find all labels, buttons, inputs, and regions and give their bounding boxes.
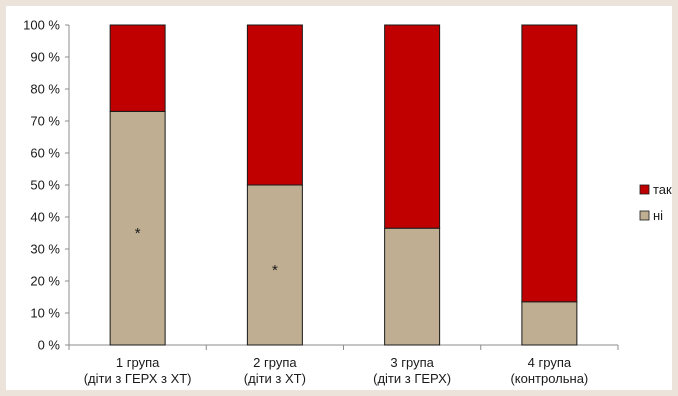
category-label: (діти з ХТ) (244, 371, 306, 386)
category-label: 2 група (253, 355, 297, 370)
y-tick-label: 30 % (30, 242, 60, 257)
y-tick-label: 90 % (30, 50, 60, 65)
category-label: 4 група (528, 355, 572, 370)
chart-frame: 0 % 10 % 20 % 30 % 40 % 50 % 60 % 70 % 80 % 90 % 1… (6, 6, 672, 390)
y-tick-label: 40 % (30, 210, 60, 225)
y-tick-label: 20 % (30, 274, 60, 289)
y-tick-label: 0 % (38, 338, 61, 353)
y-tick-label: 60 % (30, 146, 60, 161)
bar-tak-1 (109, 24, 166, 112)
bar-ni-1 (109, 110, 166, 346)
category-label: (діти з ГЕРХ) (373, 371, 451, 386)
bar-tak-2 (246, 24, 303, 186)
y-tick-label: 80 % (30, 82, 60, 97)
legend: так ні (639, 182, 672, 223)
bar-tak-4 (521, 24, 578, 303)
legend-label-tak: так (653, 182, 672, 197)
y-tick-label: 100 % (23, 18, 60, 33)
bar-tak-3 (384, 24, 441, 229)
bars (109, 24, 578, 346)
y-tick-label: 70 % (30, 114, 60, 129)
category-label: 3 група (390, 355, 434, 370)
category-label: 1 група (116, 355, 160, 370)
y-tick-label: 10 % (30, 306, 60, 321)
legend-label-ni: ні (653, 208, 663, 223)
y-tick-label: 50 % (30, 178, 60, 193)
stacked-bar-chart: 0 % 10 % 20 % 30 % 40 % 50 % 60 % 70 % 80 % 90 % 1… (23, 18, 672, 387)
category-label: (діти з ГЕРХ з ХТ) (84, 371, 192, 386)
significance-asterisk: * (135, 225, 141, 242)
labels: 1 група(діти з ГЕРХ з ХТ)2 група(діти з … (84, 225, 589, 386)
axes: 0 % 10 % 20 % 30 % 40 % 50 % 60 % 70 % 80 % 90 % 1… (23, 18, 619, 353)
legend-swatch-ni (639, 210, 650, 221)
bar-ni-4 (521, 301, 578, 346)
bar-ni-2 (246, 184, 303, 346)
category-label: (контрольна) (510, 371, 588, 386)
significance-asterisk: * (272, 262, 278, 279)
legend-swatch-tak (639, 184, 650, 195)
bar-ni-3 (384, 227, 441, 346)
